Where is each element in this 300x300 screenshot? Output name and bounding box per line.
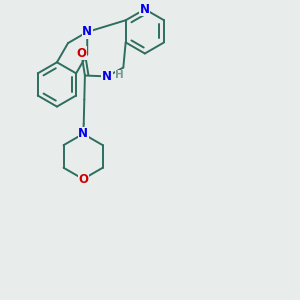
Text: H: H xyxy=(115,70,124,80)
Text: N: N xyxy=(78,128,88,140)
Text: N: N xyxy=(82,26,92,38)
Text: O: O xyxy=(78,172,88,186)
Text: N: N xyxy=(102,70,112,83)
Text: O: O xyxy=(76,47,86,60)
Text: N: N xyxy=(140,3,150,16)
